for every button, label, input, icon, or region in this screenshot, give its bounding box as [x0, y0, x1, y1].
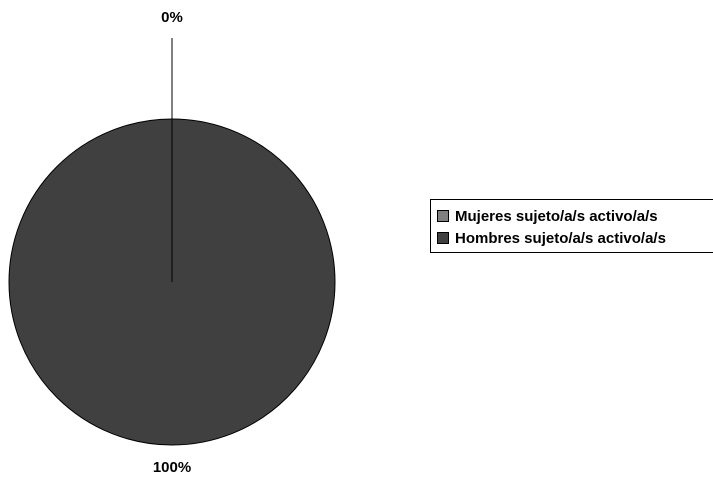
legend-item-hombres: Hombres sujeto/a/s activo/a/s — [437, 227, 709, 249]
data-label-hombres: 100% — [153, 459, 191, 476]
legend-swatch-mujeres — [437, 210, 449, 222]
legend-item-mujeres: Mujeres sujeto/a/s activo/a/s — [437, 205, 709, 227]
legend-label-mujeres: Mujeres sujeto/a/s activo/a/s — [455, 207, 658, 225]
legend-label-hombres: Hombres sujeto/a/s activo/a/s — [455, 229, 666, 247]
legend-swatch-hombres — [437, 232, 449, 244]
data-label-mujeres: 0% — [161, 9, 183, 26]
legend: Mujeres sujeto/a/s activo/a/s Hombres su… — [430, 199, 713, 253]
